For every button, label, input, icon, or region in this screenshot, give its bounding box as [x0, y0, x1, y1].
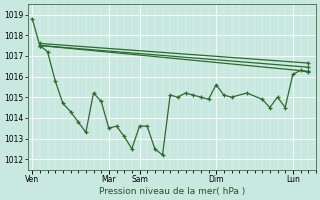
X-axis label: Pression niveau de la mer( hPa ): Pression niveau de la mer( hPa ) — [99, 187, 245, 196]
